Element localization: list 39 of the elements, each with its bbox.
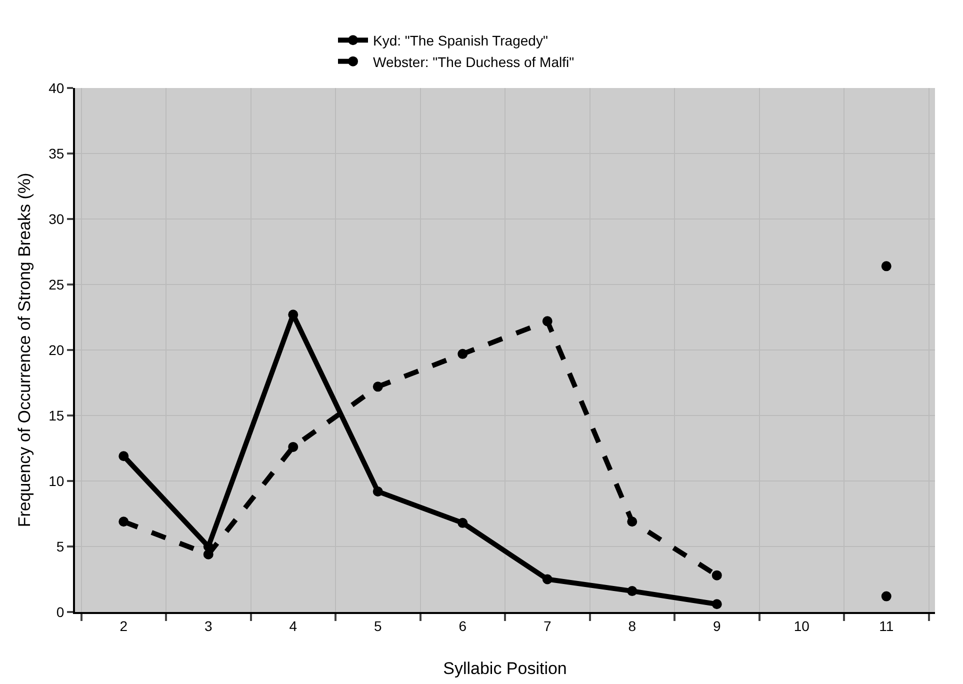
- x-axis-title: Syllabic Position: [443, 659, 567, 678]
- x-tick-label: 8: [628, 618, 636, 634]
- y-tick-label: 20: [48, 342, 64, 358]
- x-tick-label: 5: [374, 618, 382, 634]
- point: [627, 586, 638, 596]
- point: [881, 591, 892, 602]
- y-tick-label: 10: [48, 472, 64, 489]
- x-tick-label: 2: [120, 618, 128, 634]
- x-tick-label: 10: [794, 618, 810, 634]
- point: [372, 382, 383, 392]
- point: [118, 516, 129, 527]
- y-tick-label: 15: [48, 407, 64, 424]
- point: [203, 549, 214, 560]
- point: [372, 486, 383, 496]
- point: [627, 516, 638, 527]
- point: [288, 442, 298, 452]
- x-tick-label: 11: [879, 618, 894, 634]
- y-tick-label: 30: [48, 210, 64, 227]
- y-tick-label: 40: [48, 80, 64, 96]
- point: [542, 316, 552, 326]
- legend-label: Kyd: "The Spanish Tragedy": [373, 32, 548, 49]
- x-tick-label: 3: [204, 618, 212, 634]
- x-tick-label: 4: [289, 618, 298, 634]
- point: [881, 261, 892, 272]
- x-tick-label: 7: [543, 618, 552, 634]
- y-tick-label: 35: [48, 145, 64, 162]
- x-tick-label: 9: [712, 618, 721, 634]
- legend-label: Webster: "The Duchess of Malfi": [373, 54, 574, 70]
- y-tick-label: 25: [48, 276, 64, 292]
- y-axis-title: Frequency of Occurrence of Strong Breaks (%): [15, 172, 34, 528]
- y-tick-label: 0: [56, 604, 64, 620]
- point: [712, 570, 722, 580]
- y-tick-label: 5: [56, 538, 64, 554]
- point: [458, 348, 468, 359]
- point: [118, 451, 129, 462]
- point: [458, 518, 468, 528]
- point: [542, 574, 552, 584]
- point: [712, 599, 722, 610]
- x-tick-label: 6: [458, 618, 467, 634]
